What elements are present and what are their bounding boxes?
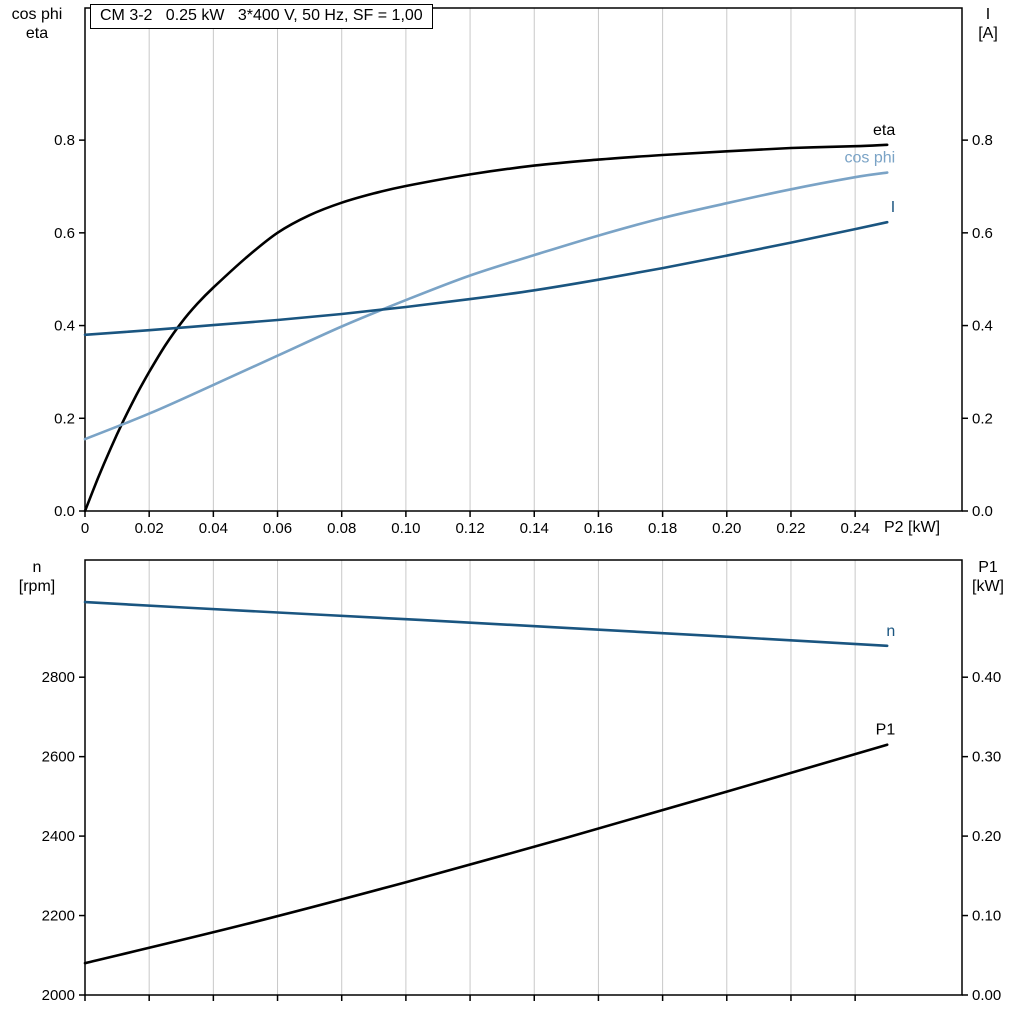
series-curve-cos-phi — [83, 171, 889, 441]
plot-frame — [84, 559, 963, 996]
y-axis-title-current-unit: [A] — [978, 25, 998, 42]
x-tick-label: 0.24 — [841, 520, 870, 537]
y-axis-title-current: I — [985, 6, 991, 23]
x-tick-label: 0.08 — [327, 520, 356, 537]
y-tick-label-right: 0.30 — [972, 749, 1001, 766]
x-tick-label: 0.10 — [391, 520, 420, 537]
y-axis-title-speed-unit: [rpm] — [18, 578, 56, 595]
y-axis-title-bottom-right: P1 [kW] — [956, 558, 1020, 596]
y-tick-label-left: 0.8 — [54, 132, 75, 149]
x-tick-label: 0.02 — [135, 520, 164, 537]
series-curve-n — [83, 600, 889, 648]
x-tick-label: 0.04 — [199, 520, 228, 537]
y-tick-label-left: 2400 — [42, 828, 75, 845]
y-axis-title-bottom-left: n [rpm] — [2, 558, 72, 596]
x-axis-title: P2 [kW] — [884, 519, 941, 536]
x-tick-label: 0.18 — [648, 520, 677, 537]
y-tick-label-right: 0.00 — [972, 987, 1001, 1004]
y-axis-title-speed: n — [32, 559, 42, 576]
y-tick-label-left: 2600 — [42, 749, 75, 766]
y-tick-label-right: 0.40 — [972, 669, 1001, 686]
series-curve-eta — [83, 143, 889, 513]
y-axis-title-p1: P1 — [978, 559, 998, 576]
x-tick-label: 0 — [81, 520, 89, 537]
y-tick-label-left: 2200 — [42, 908, 75, 925]
series-label-n: n — [886, 623, 895, 640]
plot-frame — [84, 7, 963, 512]
series-label-p1: P1 — [876, 722, 896, 739]
y-axis-title-eta: eta — [25, 25, 49, 42]
x-tick-label: 0.06 — [263, 520, 292, 537]
y-tick-label-left: 0.0 — [54, 503, 75, 520]
x-tick-label: 0.20 — [712, 520, 741, 537]
y-tick-label-left: 2800 — [42, 669, 75, 686]
y-tick-label-right: 0.4 — [972, 318, 993, 335]
y-tick-label-right: 0.2 — [972, 410, 993, 427]
series-curve-i — [83, 220, 889, 337]
y-axis-title-top-right: I [A] — [956, 5, 1020, 43]
y-tick-label-right: 0.10 — [972, 908, 1001, 925]
series-label-eta: eta — [873, 122, 895, 139]
x-tick-label: 0.12 — [455, 520, 484, 537]
chart-panel-top: 0 0.02 0.04 0.06 0.08 0.10 0.12 0.14 0.16 0.18 0.2… — [54, 7, 993, 537]
y-tick-label-right: 0.8 — [972, 132, 993, 149]
series-label-cos-phi: cos phi — [845, 150, 896, 167]
chart-title-box: CM 3-2 0.25 kW 3*400 V, 50 Hz, SF = 1,00 — [90, 4, 433, 29]
x-tick-label: 0.14 — [520, 520, 549, 537]
y-tick-label-left: 0.4 — [54, 318, 75, 335]
series-label-i: I — [891, 199, 895, 216]
y-tick-label-left: 0.6 — [54, 225, 75, 242]
chart-panel-bottom: 2000 2200 2400 2600 2800 0.00 0.10 0.20 0.30 0.40… — [42, 559, 1001, 1004]
y-tick-label-left: 0.2 — [54, 410, 75, 427]
y-tick-label-left: 2000 — [42, 987, 75, 1004]
x-tick-label: 0.16 — [584, 520, 613, 537]
y-tick-label-right: 0.20 — [972, 828, 1001, 845]
y-axis-title-cos-phi: cos phi — [11, 6, 63, 23]
y-tick-label-right: 0.6 — [972, 225, 993, 242]
y-axis-title-p1-unit: [kW] — [972, 578, 1004, 595]
series-curve-p1 — [83, 743, 889, 965]
x-tick-label: 0.22 — [776, 520, 805, 537]
y-axis-title-top-left: cos phi eta — [2, 5, 72, 43]
y-tick-label-right: 0.0 — [972, 503, 993, 520]
